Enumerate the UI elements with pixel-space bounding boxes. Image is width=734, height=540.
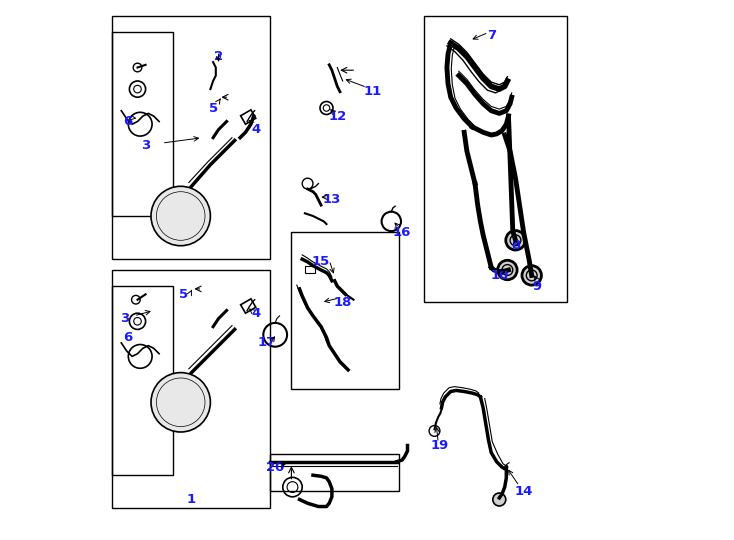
Text: 4: 4 [252, 307, 261, 320]
Text: 15: 15 [312, 255, 330, 268]
Text: 19: 19 [431, 439, 449, 452]
Circle shape [320, 102, 333, 114]
Text: 13: 13 [323, 193, 341, 206]
Circle shape [129, 81, 145, 97]
Circle shape [522, 266, 542, 285]
Text: 3: 3 [141, 139, 150, 152]
Circle shape [133, 63, 142, 72]
Circle shape [302, 178, 313, 189]
Text: 20: 20 [266, 461, 284, 474]
Text: 5: 5 [208, 102, 218, 114]
Bar [291, 232, 399, 389]
Bar [241, 110, 255, 124]
Bar [112, 286, 172, 475]
Circle shape [129, 313, 145, 329]
Bar [305, 266, 315, 273]
Bar [112, 270, 270, 508]
Text: 9: 9 [533, 280, 542, 293]
Text: 18: 18 [333, 296, 352, 309]
Text: 11: 11 [363, 85, 382, 98]
Text: 1: 1 [187, 493, 196, 506]
Text: 6: 6 [123, 115, 132, 128]
Text: 5: 5 [179, 288, 188, 301]
Circle shape [498, 260, 517, 280]
Circle shape [134, 85, 141, 93]
Bar [270, 454, 399, 491]
Bar [112, 16, 270, 259]
Bar [241, 299, 255, 313]
Text: 3: 3 [120, 312, 130, 325]
Text: 2: 2 [214, 50, 223, 63]
Text: 12: 12 [328, 110, 346, 123]
Circle shape [151, 373, 211, 432]
Circle shape [493, 493, 506, 506]
Text: 17: 17 [258, 336, 276, 349]
Circle shape [151, 186, 211, 246]
Text: 16: 16 [393, 226, 411, 239]
Circle shape [131, 295, 140, 304]
Text: 10: 10 [490, 269, 509, 282]
Text: 7: 7 [487, 29, 495, 42]
Bar [112, 32, 172, 216]
Circle shape [429, 426, 440, 436]
Bar [424, 16, 567, 302]
Text: 4: 4 [252, 123, 261, 136]
Text: 14: 14 [515, 485, 533, 498]
Text: 6: 6 [123, 331, 132, 344]
Circle shape [323, 105, 330, 111]
Circle shape [134, 318, 141, 325]
Text: 8: 8 [511, 239, 520, 252]
Circle shape [506, 231, 526, 250]
